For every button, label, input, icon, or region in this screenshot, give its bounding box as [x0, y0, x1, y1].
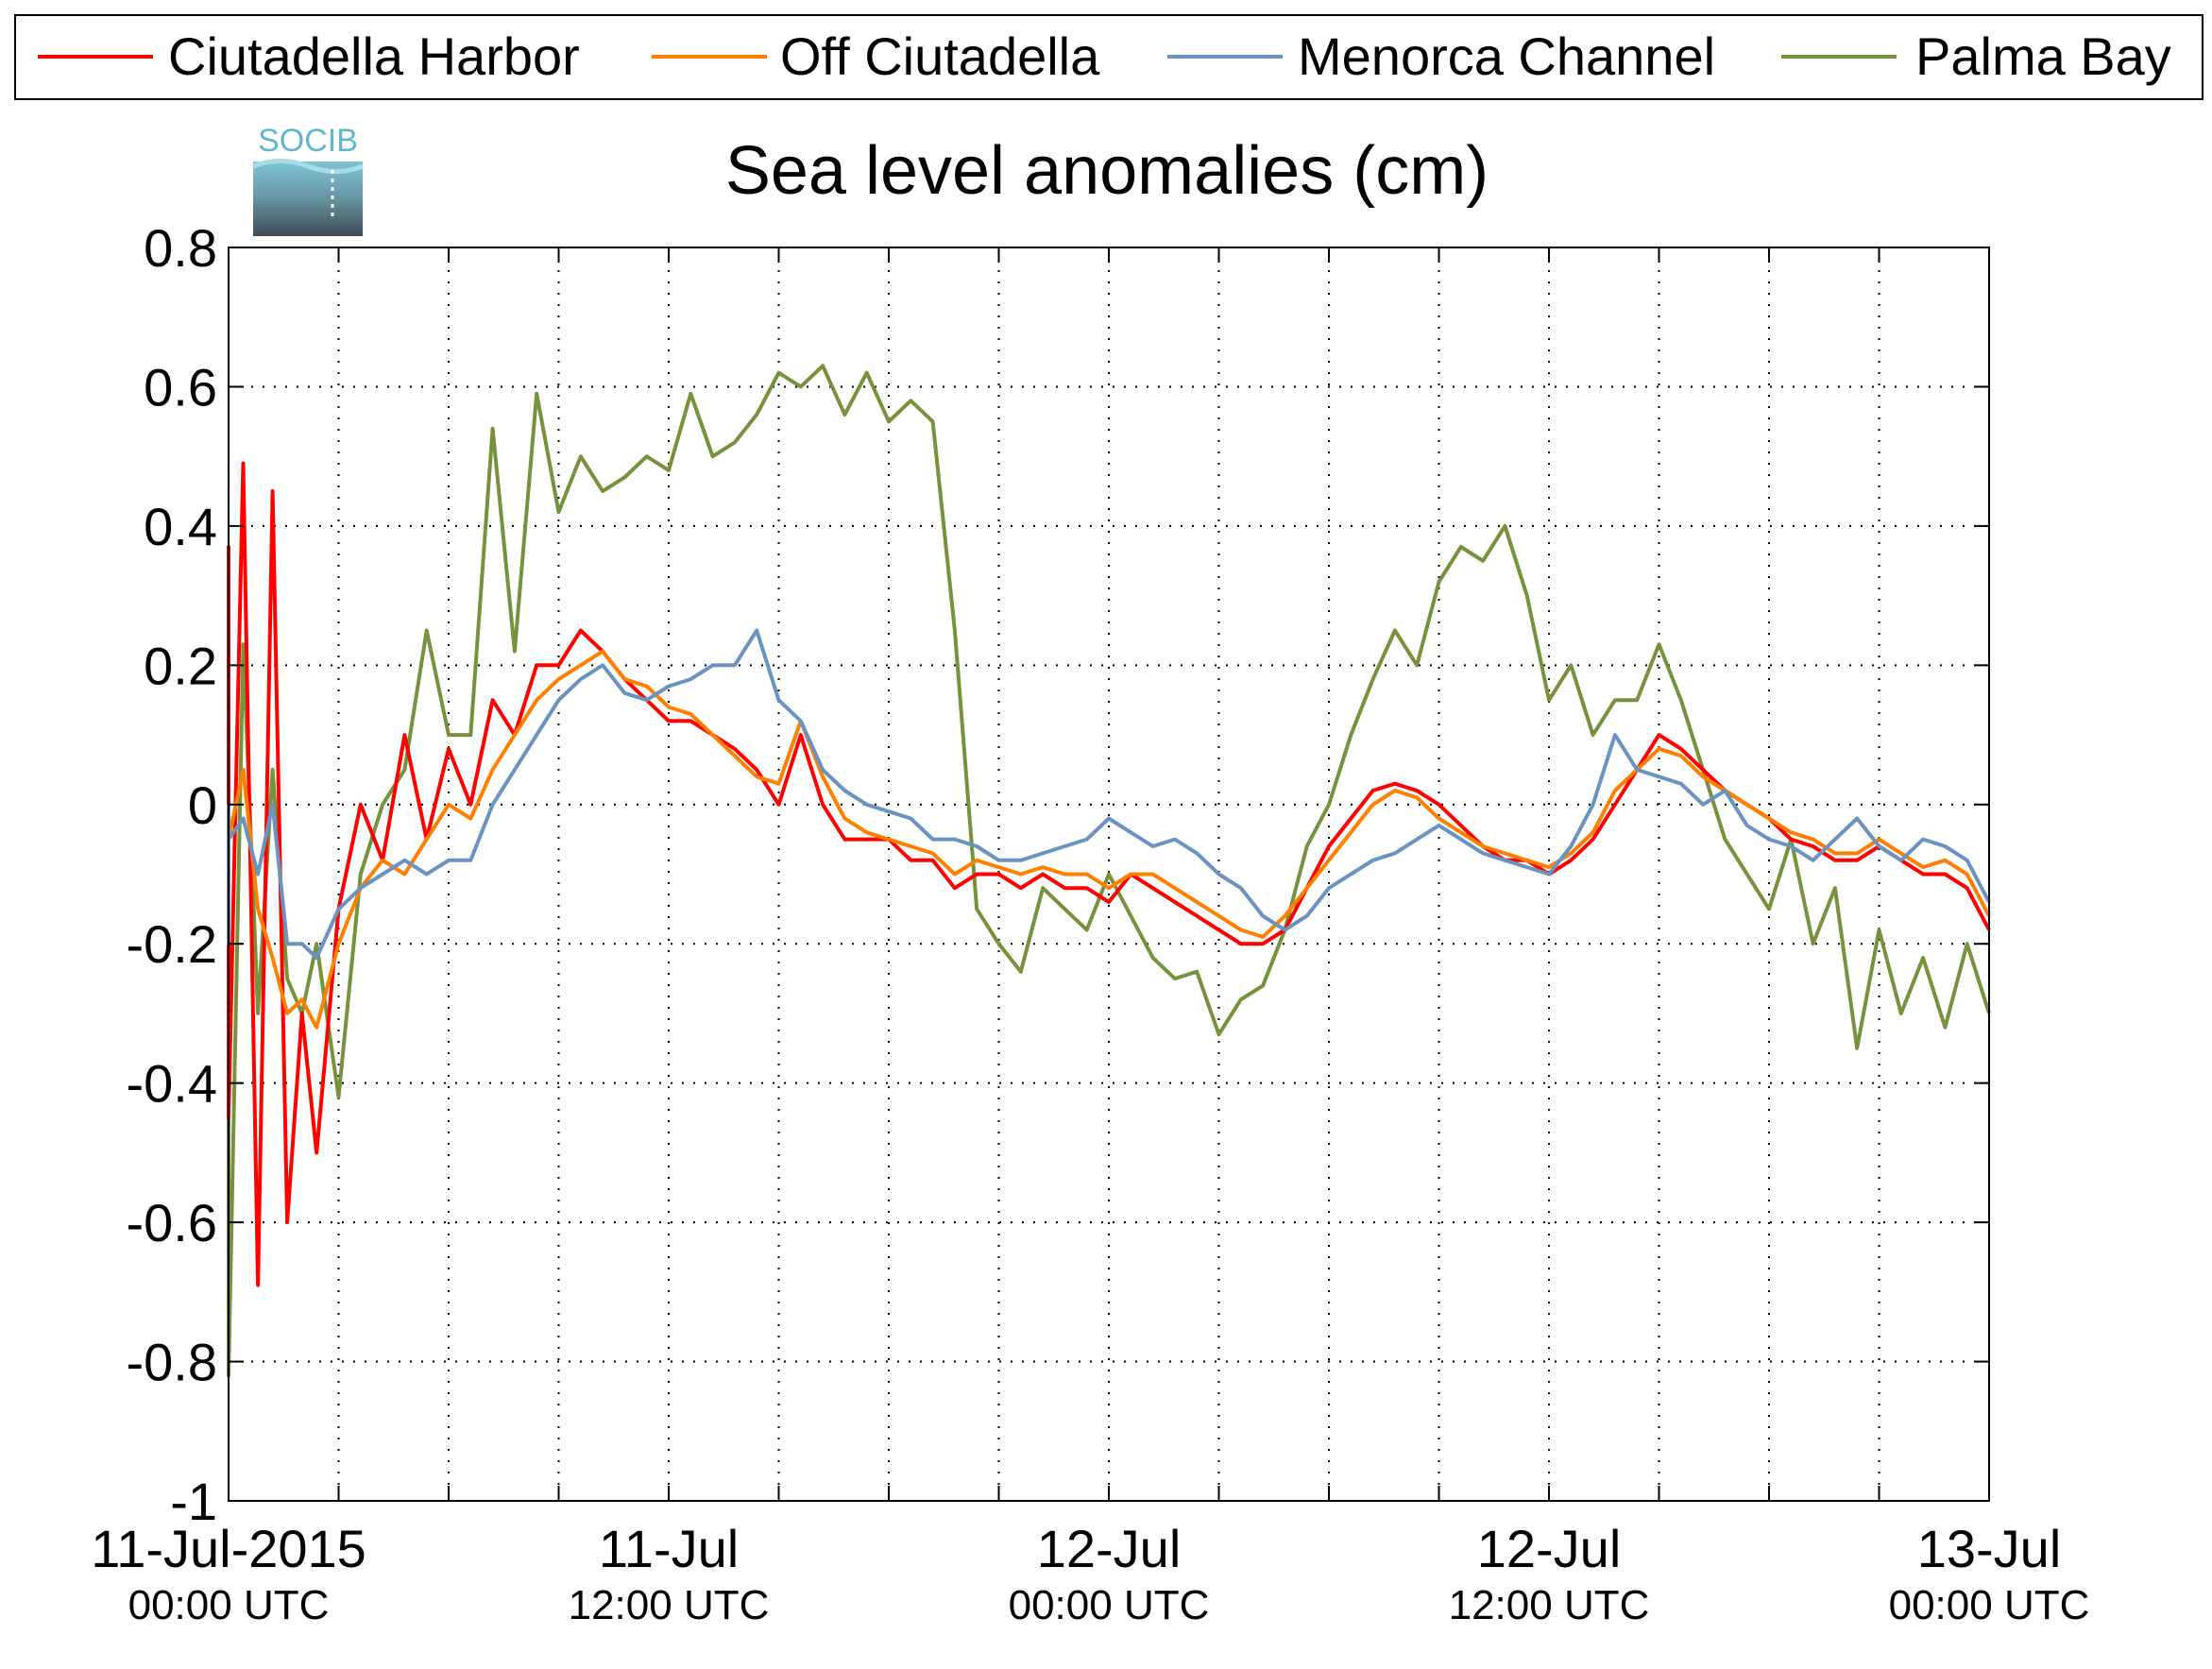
y-tick-label: -0.4 [127, 1054, 218, 1114]
y-tick-label: 0.2 [144, 636, 217, 695]
logo-block [253, 162, 363, 236]
y-tick-label: 0.4 [144, 497, 217, 556]
series-line-palma-bay [227, 364, 1991, 1378]
legend-item-ciutadella-harbor: Ciutadella Harbor [38, 26, 580, 86]
legend-label-menorca-channel: Menorca Channel [1298, 26, 1715, 86]
series-line-menorca-channel [227, 628, 1991, 960]
legend-label-off-ciutadella: Off Ciutadella [780, 26, 1100, 86]
series-layer [227, 364, 1991, 1378]
legend-label-ciutadella-harbor: Ciutadella Harbor [168, 26, 580, 86]
logo-wave [252, 159, 364, 174]
series-line-off-ciutadella [227, 649, 1991, 1030]
y-tick-label: 0.8 [144, 218, 217, 278]
y-tick-label: 0 [188, 775, 217, 835]
x-tick-label-date: 11-Jul-2015 [91, 1519, 366, 1578]
plot-frame-border [228, 247, 1990, 1502]
x-tick-label-date: 12-Jul [1037, 1519, 1182, 1578]
legend: Ciutadella Harbor Off Ciutadella Menorca… [14, 14, 2203, 100]
x-tick-label-time: 12:00 UTC [569, 1582, 770, 1628]
legend-item-off-ciutadella: Off Ciutadella [652, 26, 1100, 86]
x-tick-label-date: 11-Jul [599, 1519, 739, 1578]
logo-text: SOCIB [258, 123, 358, 159]
x-tick-label-date: 13-Jul [1917, 1519, 2062, 1578]
chart-title: Sea level anomalies (cm) [725, 133, 1489, 209]
y-tick-label: -1 [170, 1472, 217, 1531]
y-tick-label: -0.6 [127, 1193, 218, 1252]
x-tick-label-time: 00:00 UTC [128, 1582, 330, 1628]
x-tick-label-date: 12-Jul [1477, 1519, 1622, 1578]
y-tick-label: -0.8 [127, 1333, 218, 1392]
x-tick-label-time: 00:00 UTC [1009, 1582, 1210, 1628]
ticks-layer: -1 -0.8 -0.6 -0.4 -0.2 0 0.2 0.4 0.6 0.8 11-Jul-20… [91, 218, 2089, 1628]
y-tick-label: -0.2 [127, 914, 218, 974]
socib-logo: SOCIB [252, 123, 364, 236]
legend-item-palma-bay: Palma Bay [1781, 26, 2171, 86]
x-tick-label-time: 00:00 UTC [1889, 1582, 2090, 1628]
series-line-ciutadella-harbor [227, 461, 1991, 1287]
x-tick-label-time: 12:00 UTC [1449, 1582, 1650, 1628]
legend-item-menorca-channel: Menorca Channel [1167, 26, 1715, 86]
grid-layer [229, 247, 1989, 1501]
legend-label-palma-bay: Palma Bay [1915, 26, 2171, 86]
y-tick-label: 0.6 [144, 357, 217, 417]
